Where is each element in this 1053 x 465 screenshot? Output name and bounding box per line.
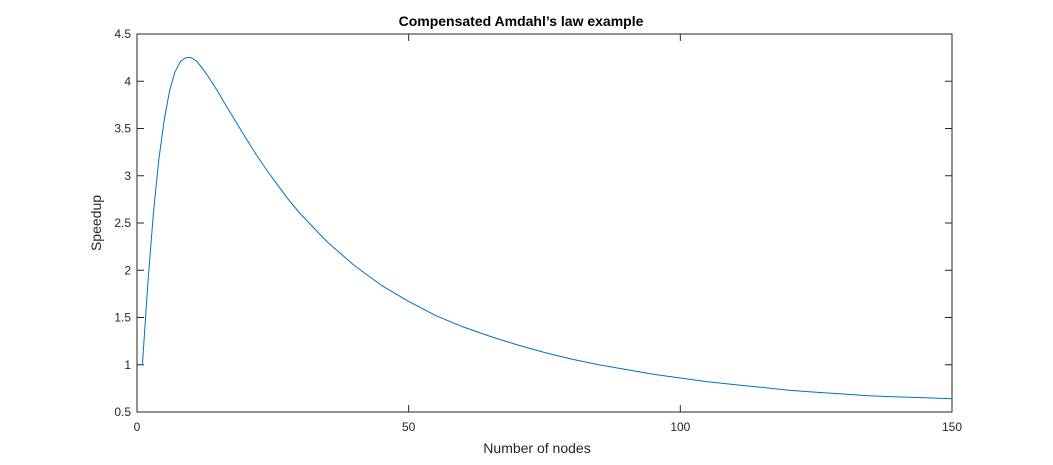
axes-box xyxy=(136,33,953,413)
y-tick-label: 2.5 xyxy=(114,216,131,230)
plot-area: 0 50 100 150 0.5 1 1.5 2 2.5 3 3.5 4 4.5 xyxy=(114,27,962,434)
x-tick-label: 0 xyxy=(134,420,141,434)
y-tick-label: 2 xyxy=(124,263,131,277)
x-tick-label: 50 xyxy=(402,420,416,434)
y-tick-label: 1.5 xyxy=(114,311,131,325)
x-tick-label: 100 xyxy=(670,420,690,434)
x-tick-label: 150 xyxy=(942,420,962,434)
chart-title: Compensated Amdahl’s law example xyxy=(399,13,644,29)
series-layer xyxy=(141,57,953,400)
speedup-series-line xyxy=(141,57,953,400)
y-tick-label: 1 xyxy=(124,358,131,372)
x-axis-label: Number of nodes xyxy=(483,440,590,456)
y-tick-label: 4.5 xyxy=(114,27,131,41)
y-tick-label: 4 xyxy=(124,74,131,88)
y-tick-label: 0.5 xyxy=(114,405,131,419)
y-axis-label: Speedup xyxy=(88,195,104,251)
y-tick-label: 3 xyxy=(124,169,131,183)
y-tick-label: 3.5 xyxy=(114,122,131,136)
axis-ticks: 0 50 100 150 0.5 1 1.5 2 2.5 3 3.5 4 4.5 xyxy=(114,27,962,434)
